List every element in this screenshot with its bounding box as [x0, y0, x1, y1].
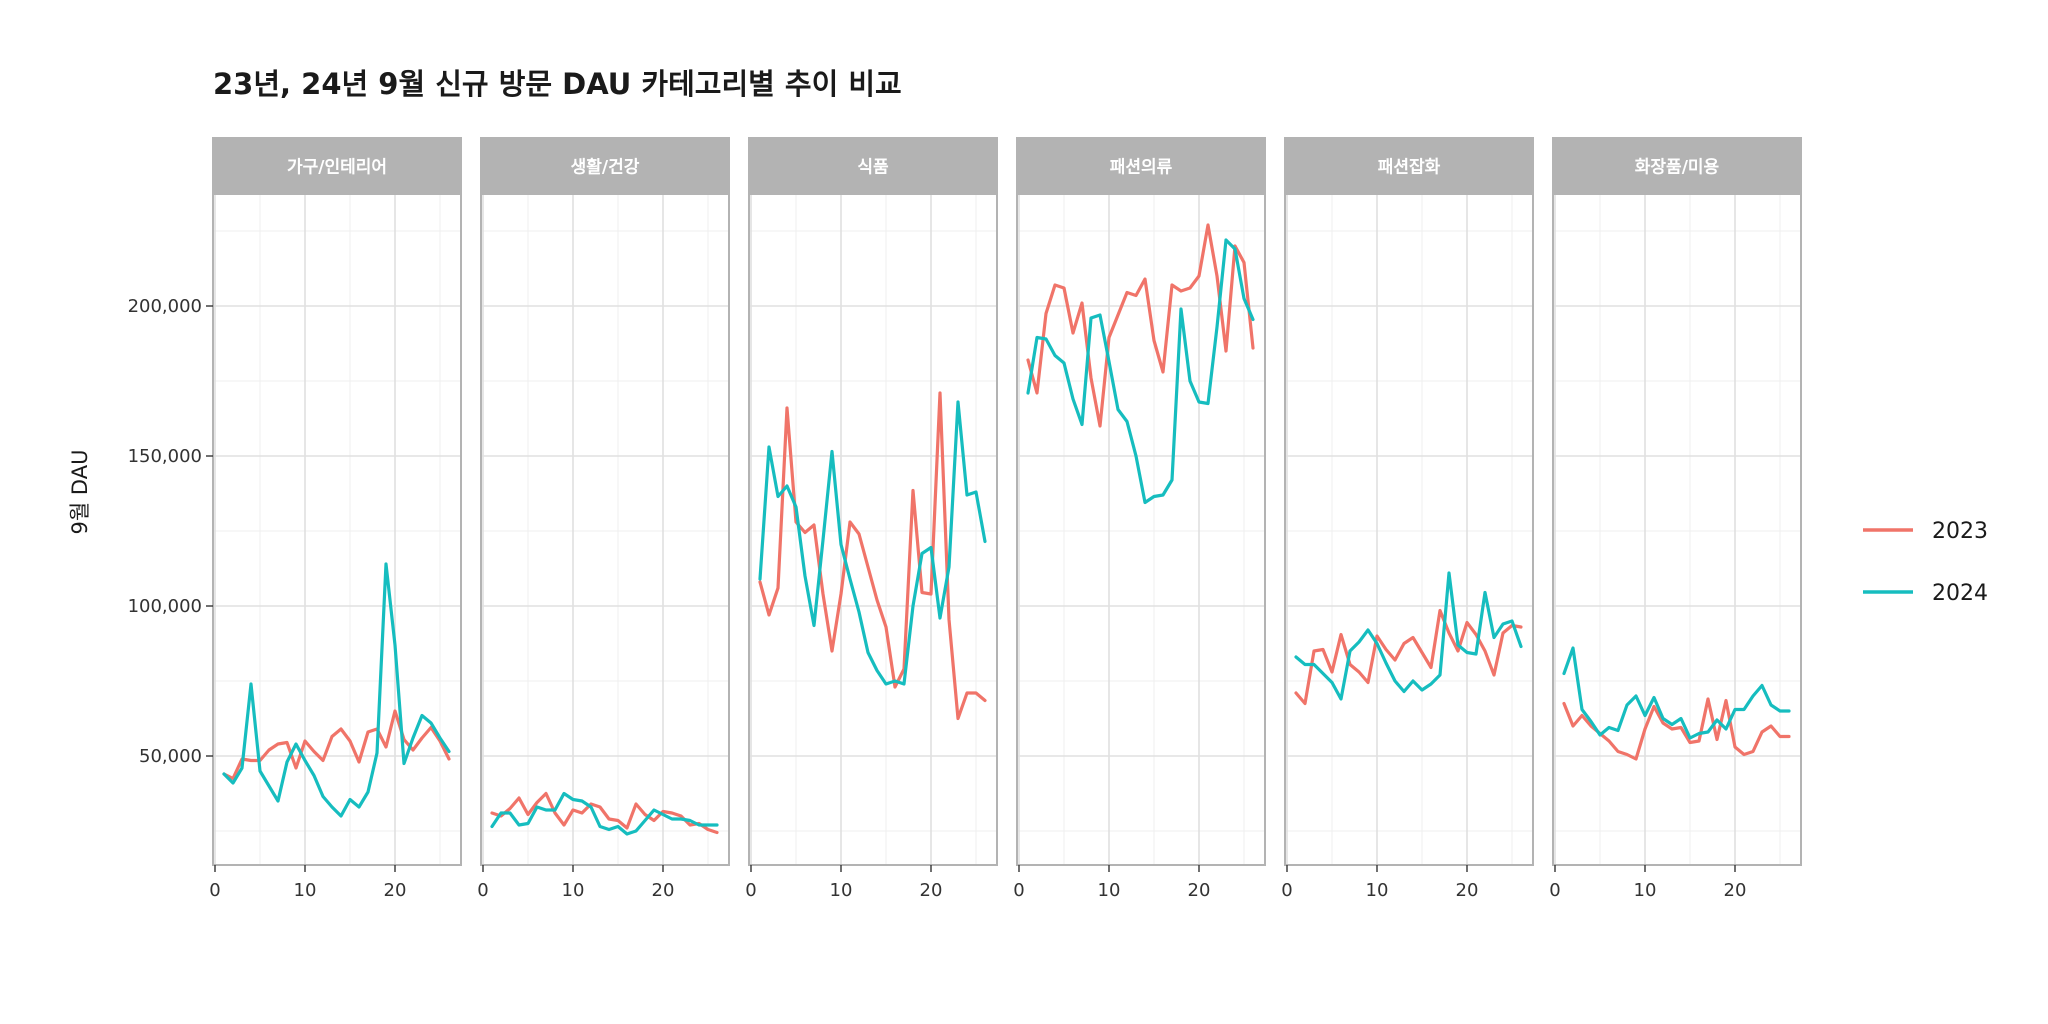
series-line-2024	[758, 400, 987, 686]
series-line-2024	[490, 791, 719, 836]
series-line-2023	[222, 709, 451, 781]
series-line-2023	[490, 791, 719, 835]
y-tick-label: 200,000	[128, 296, 202, 317]
y-axis: 50,000 100,000 150,000 200,000	[128, 296, 213, 767]
x-tick-label: 20	[1188, 880, 1211, 901]
facet-panel: 생활/건강 0 10 20	[477, 137, 730, 901]
x-tick-label: 0	[1013, 880, 1024, 901]
x-tick-label: 20	[1724, 880, 1747, 901]
facet-strip-label: 패션잡화	[1378, 158, 1441, 178]
x-tick-label: 20	[920, 880, 943, 901]
facet-panel: 패션의류 0 10 20	[1013, 137, 1266, 901]
x-tick-label: 0	[745, 880, 756, 901]
x-tick-label: 10	[294, 880, 317, 901]
x-tick-label: 0	[1549, 880, 1560, 901]
x-tick-label: 20	[1456, 880, 1479, 901]
panel-border	[480, 137, 730, 866]
facet-panel: 가구/인테리어 0 10 20	[209, 137, 462, 901]
facet-strip	[749, 138, 997, 195]
x-tick-label: 10	[1098, 880, 1121, 901]
y-tick-label: 150,000	[128, 446, 202, 467]
legend-label-2024: 2024	[1932, 581, 1988, 606]
facet-strip	[213, 138, 461, 195]
panel-background	[1017, 195, 1265, 865]
x-tick-label: 10	[830, 880, 853, 901]
facet-strip-label: 생활/건강	[571, 157, 640, 178]
legend-label-2023: 2023	[1932, 519, 1988, 544]
facet-strip-label: 식품	[857, 158, 889, 178]
facet-strip	[1017, 138, 1265, 195]
series-line-2024	[1026, 238, 1255, 505]
panel-border	[1016, 137, 1266, 866]
panel-background	[749, 195, 997, 865]
facet-strip	[1285, 138, 1533, 195]
x-tick-label: 0	[209, 880, 220, 901]
panel-border	[212, 137, 462, 866]
x-tick-label: 20	[384, 880, 407, 901]
x-tick-label: 0	[477, 880, 488, 901]
x-tick-label: 0	[1281, 880, 1292, 901]
y-tick-label: 100,000	[128, 596, 202, 617]
panel-background	[481, 195, 729, 865]
facet-panel: 식품 0 10 20	[745, 137, 998, 901]
facet-panel: 화장품/미용 0 10 20	[1549, 137, 1802, 901]
facet-strip	[1553, 138, 1801, 195]
panel-background	[1285, 195, 1533, 865]
series-line-2024	[1562, 646, 1791, 740]
x-tick-label: 10	[562, 880, 585, 901]
facet-strip	[481, 138, 729, 195]
facet-panel: 패션잡화 0 10 20	[1281, 137, 1534, 901]
x-tick-label: 20	[652, 880, 675, 901]
x-tick-label: 10	[1366, 880, 1389, 901]
panel-background	[1553, 195, 1801, 865]
panel-border	[748, 137, 998, 866]
panel-background	[213, 195, 461, 865]
y-tick-label: 50,000	[139, 746, 202, 767]
series-line-2024	[1294, 571, 1523, 701]
facet-strip-label: 패션의류	[1110, 158, 1173, 178]
series-line-2024	[222, 562, 451, 818]
panel-border	[1552, 137, 1802, 866]
x-tick-label: 10	[1634, 880, 1657, 901]
facet-strip-label: 화장품/미용	[1635, 158, 1720, 178]
legend: 2023 2024	[1863, 519, 1988, 606]
chart-title: 23년, 24년 9월 신규 방문 DAU 카테고리별 추이 비교	[213, 67, 902, 101]
series-line-2023	[1026, 223, 1255, 428]
facet-strip-label: 가구/인테리어	[287, 158, 387, 178]
panel-border	[1284, 137, 1534, 866]
y-axis-title: 9월 DAU	[68, 450, 92, 535]
series-line-2023	[1294, 608, 1523, 706]
